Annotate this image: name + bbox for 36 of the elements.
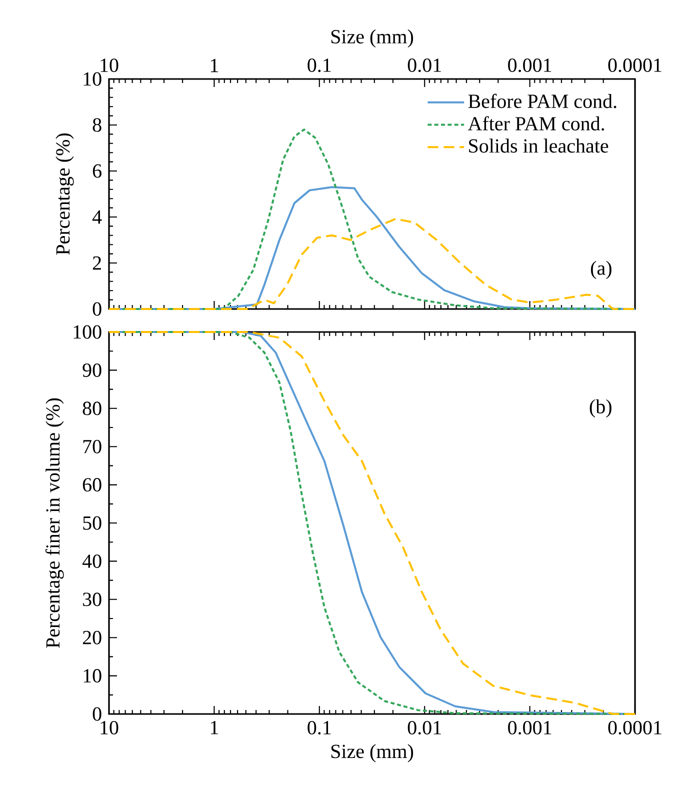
x-tick-label: 0.0001 (608, 58, 662, 72)
y-tick-label: 10 (84, 669, 102, 683)
legend-label: Before PAM cond. (468, 94, 616, 108)
y-tick-label: 100 (74, 325, 102, 339)
y-tick-label: 30 (83, 592, 102, 606)
x-tick-label: 1 (210, 58, 218, 72)
y-tick-label: 0 (92, 302, 102, 316)
y-tick-label: 10 (84, 72, 102, 86)
x-axis-title: Size (mm) (331, 29, 414, 48)
legend-label: Solids in leachate (469, 138, 608, 153)
y-tick-label: 50 (83, 516, 102, 530)
x-tick-label: 0.1 (308, 58, 331, 72)
legend-label: After PAM cond. (468, 116, 604, 131)
y-tick-label: 6 (92, 164, 102, 178)
y-tick-label: 80 (82, 402, 102, 416)
y-axis-title: Percentage finer in volume (%) (45, 398, 64, 648)
x-tick-label: 0.1 (308, 720, 331, 735)
x-tick-label: 0.0001 (608, 720, 662, 735)
y-tick-label: 8 (92, 118, 102, 132)
x-tick-label: 1 (210, 720, 218, 734)
x-axis-title: Size (mm) (331, 744, 414, 762)
y-tick-label: 0 (92, 707, 102, 721)
y-tick-label: 2 (92, 256, 101, 270)
y-tick-label: 20 (82, 630, 102, 644)
y-axis-title: Percentage (%) (56, 134, 74, 255)
x-tick-label: 0.001 (508, 58, 552, 72)
annotation: (b) (590, 399, 612, 418)
y-tick-label: 90 (82, 363, 102, 377)
y-tick-label: 40 (82, 554, 102, 568)
y-tick-label: 4 (92, 210, 102, 224)
y-tick-label: 70 (83, 440, 102, 454)
x-tick-label: 0.001 (508, 720, 552, 735)
y-tick-label: 60 (82, 478, 102, 492)
x-tick-label: 0.01 (408, 720, 441, 735)
annotation: (a) (590, 260, 612, 279)
x-tick-label: 0.01 (408, 58, 441, 72)
